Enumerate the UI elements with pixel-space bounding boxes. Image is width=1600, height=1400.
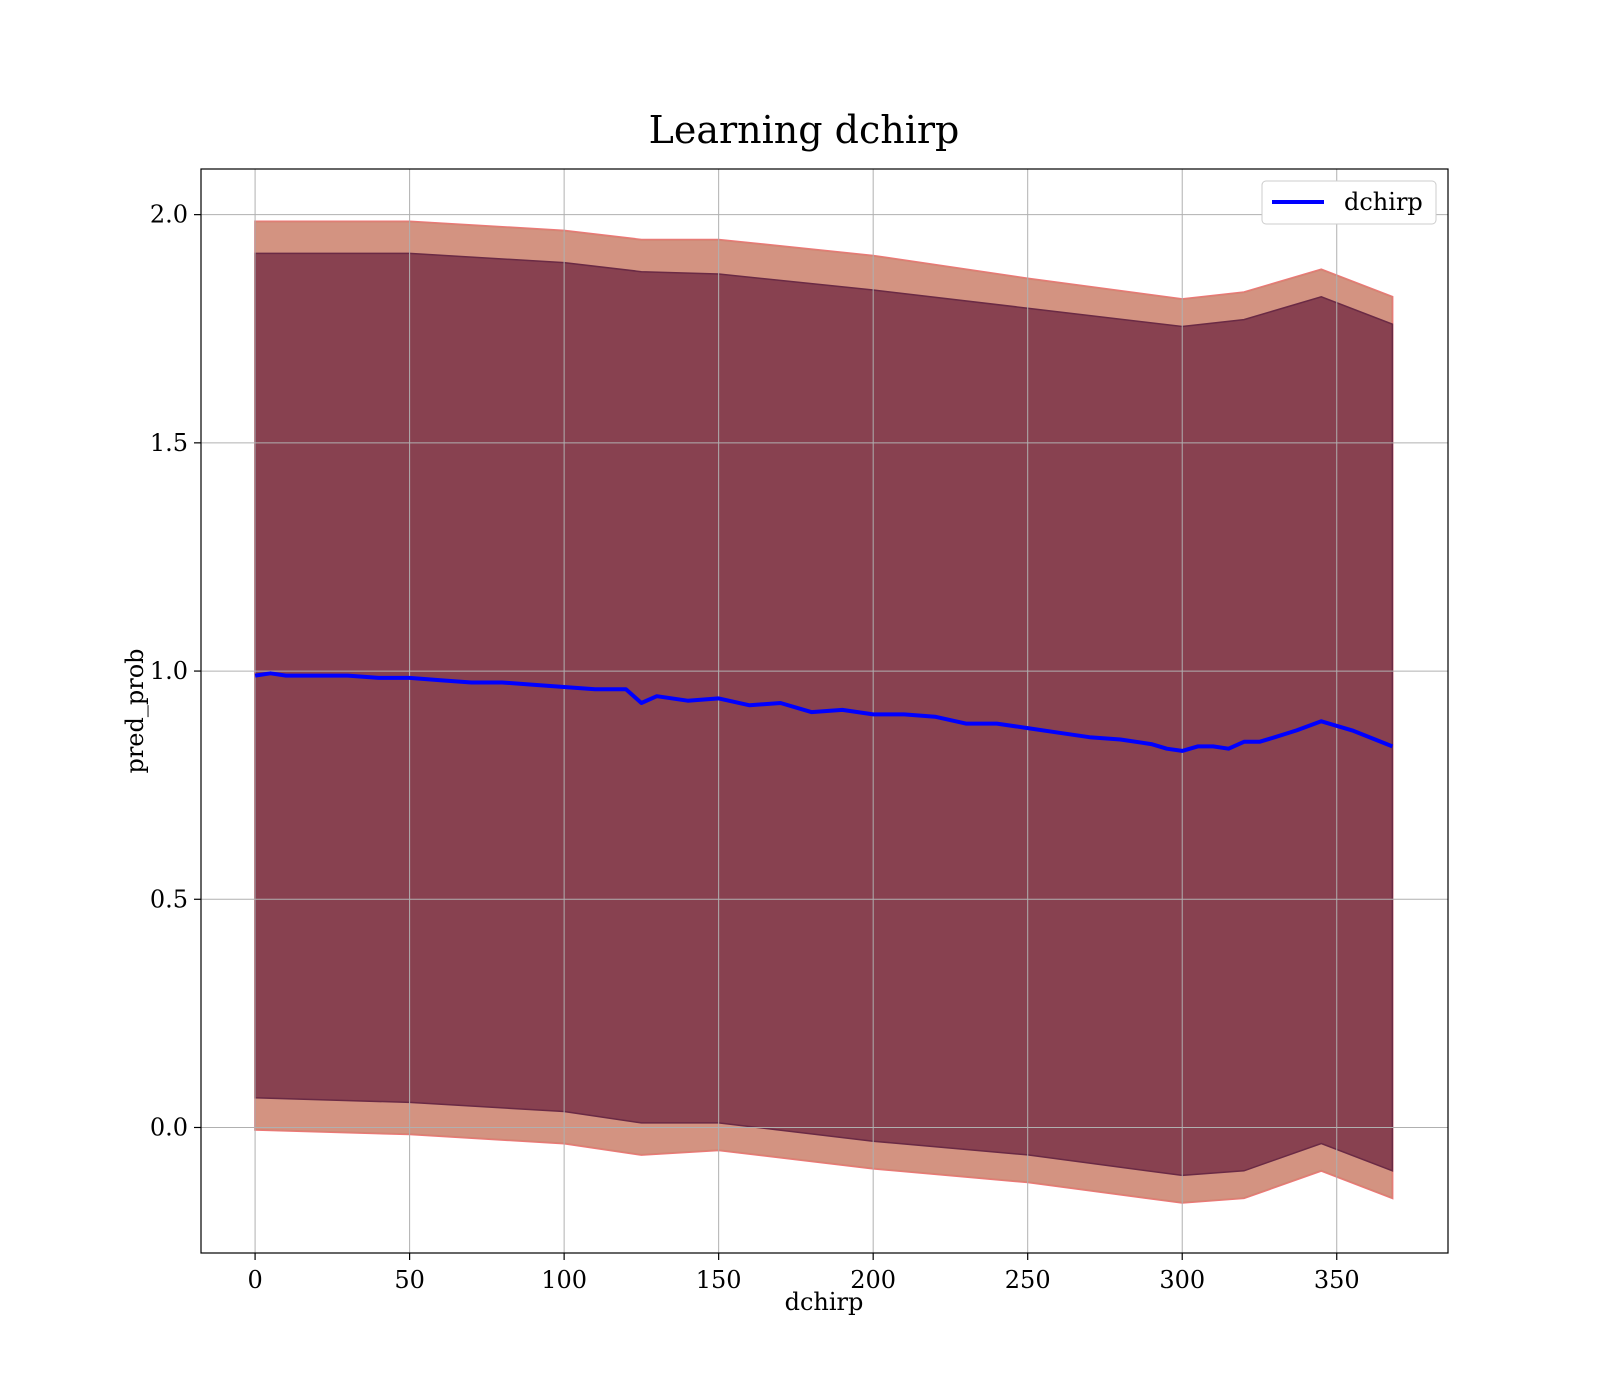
legend-box bbox=[1261, 180, 1437, 225]
inner-band bbox=[254, 252, 1394, 1177]
plot-area bbox=[200, 168, 1449, 1254]
x-tick-label-7: 350 bbox=[1314, 1266, 1360, 1294]
y-tick-label-0: 0.0 bbox=[150, 1113, 188, 1141]
x-axis: 0 50 100 150 200 250 300 350 bbox=[247, 1253, 1360, 1294]
x-tick-label-4: 200 bbox=[850, 1266, 896, 1294]
x-tick-label-6: 300 bbox=[1159, 1266, 1205, 1294]
y-tick-label-3: 1.5 bbox=[150, 429, 188, 457]
x-tick-label-3: 150 bbox=[696, 1266, 742, 1294]
chart-title: Learning dchirp bbox=[649, 108, 960, 152]
y-tick-label-1: 0.5 bbox=[150, 885, 188, 913]
y-tick-label-4: 2.0 bbox=[150, 201, 188, 229]
series-layer bbox=[254, 671, 1394, 753]
grid bbox=[201, 169, 1448, 1253]
y-tick-label-2: 1.0 bbox=[150, 657, 188, 685]
series-line-dchirp bbox=[254, 671, 1394, 753]
y-axis-label: pred_prob bbox=[121, 648, 149, 773]
plot-frame bbox=[200, 168, 1449, 1254]
x-tick-label-2: 100 bbox=[541, 1266, 587, 1294]
legend: dchirp bbox=[1261, 180, 1437, 225]
y-axis: 0.0 0.5 1.0 1.5 2.0 bbox=[150, 201, 201, 1141]
x-tick-label-0: 0 bbox=[247, 1266, 262, 1294]
legend-entry-dchirp: dchirp bbox=[1344, 188, 1423, 216]
x-tick-label-5: 250 bbox=[1005, 1266, 1051, 1294]
x-axis-label: dchirp bbox=[785, 1288, 864, 1316]
x-tick-label-1: 50 bbox=[394, 1266, 425, 1294]
